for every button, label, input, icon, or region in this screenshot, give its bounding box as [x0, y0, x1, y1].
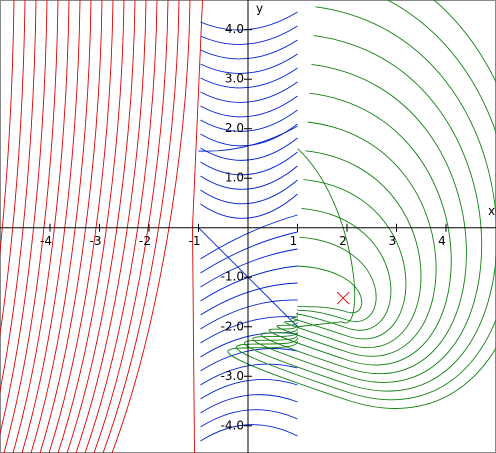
- streamline: [39, 0, 103, 453]
- y-tick-label: 4.0: [225, 22, 244, 36]
- streamline: [0, 0, 48, 436]
- streamline: [297, 265, 363, 314]
- x-tick-label: -3: [90, 234, 102, 248]
- streamline: [200, 39, 298, 60]
- streamline: [57, 0, 125, 453]
- streamline: [252, 35, 483, 383]
- streamline: [200, 299, 298, 330]
- y-tick-label: -2.0: [221, 319, 244, 333]
- streamline: [200, 231, 298, 274]
- streamline: [200, 248, 298, 288]
- streamline: [200, 109, 298, 132]
- streamline: [48, 0, 114, 453]
- y-tick-label: 1.0: [225, 171, 244, 185]
- separatrix: [297, 148, 356, 328]
- streamline: [0, 0, 15, 257]
- streamline: [200, 67, 298, 89]
- streamline: [200, 53, 298, 74]
- streamline: [268, 92, 452, 366]
- x-tick-label: -4: [40, 234, 52, 248]
- streamline: [200, 137, 298, 161]
- equilibrium: [336, 291, 350, 305]
- streamline: [0, 0, 37, 393]
- streamline: [295, 207, 392, 331]
- streamline: [200, 282, 298, 316]
- streamline: [3, 0, 59, 453]
- x-tick-label: 3: [389, 234, 397, 248]
- streamline: [200, 348, 298, 372]
- streamline: [200, 363, 298, 386]
- y-tick-label: -3.0: [221, 369, 244, 383]
- streamline: [200, 214, 298, 260]
- streamline: [200, 25, 298, 45]
- streamline: [200, 193, 298, 219]
- streamline: [235, 0, 496, 401]
- streamline: [200, 165, 298, 190]
- streamline: [284, 150, 422, 348]
- y-tick-label: -1.0: [221, 270, 244, 284]
- streamline: [93, 0, 169, 453]
- streamline: [260, 63, 467, 375]
- x-tick-label: -2: [139, 234, 151, 248]
- streamline: [84, 0, 158, 453]
- streamline: [200, 394, 298, 414]
- streamline: [102, 0, 180, 453]
- y-tick-label: 2.0: [225, 121, 244, 135]
- streamline: [111, 0, 191, 453]
- streamline: [200, 378, 298, 400]
- streamline: [290, 179, 407, 340]
- y-axis-label: y: [256, 2, 263, 16]
- streamline: [200, 424, 298, 442]
- streamline: [200, 95, 298, 118]
- x-tick-label: -1: [189, 234, 201, 248]
- x-tick-label: 2: [339, 234, 347, 248]
- streamline: [200, 179, 298, 205]
- streamline: [75, 0, 147, 453]
- streamline: [200, 81, 298, 103]
- streamline: [200, 409, 298, 428]
- streamline: [0, 0, 26, 337]
- streamline: [244, 6, 496, 392]
- y-tick-label: -4.0: [221, 418, 244, 432]
- streamline: [66, 0, 136, 453]
- streamline: [30, 0, 92, 453]
- x-tick-label: 1: [290, 234, 298, 248]
- y-tick-label: 3.0: [225, 72, 244, 86]
- streamline: [21, 0, 81, 453]
- streamline: [12, 0, 70, 453]
- x-tick-label: 4: [438, 234, 446, 248]
- streamline: [200, 151, 298, 176]
- streamline: [276, 121, 437, 357]
- x-axis-label: x: [488, 204, 495, 218]
